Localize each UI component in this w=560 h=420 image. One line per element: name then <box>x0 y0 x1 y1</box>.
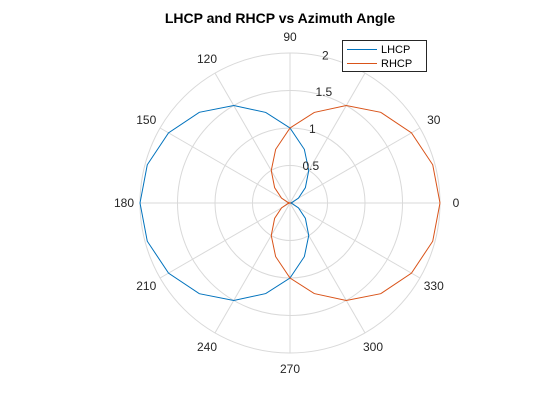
legend-entry-rhcp: RHCP <box>347 57 412 70</box>
r-tick-label: 0.5 <box>303 159 320 173</box>
theta-tick-label: 180 <box>114 196 134 210</box>
legend-swatch-rhcp <box>347 63 377 64</box>
theta-tick-label: 150 <box>136 113 156 127</box>
r-tick-label: 2 <box>322 48 329 62</box>
legend-entry-lhcp: LHCP <box>347 43 410 56</box>
spoke-210 <box>159 202 291 279</box>
legend-swatch-lhcp <box>347 49 377 50</box>
legend-label-lhcp: LHCP <box>381 43 411 56</box>
series-line-rhcp <box>270 105 441 301</box>
theta-tick-label: 120 <box>197 52 217 66</box>
r-tick-label: 1 <box>309 122 316 136</box>
theta-tick-label: 30 <box>427 113 441 127</box>
tick-labels: 03060901201501802102402703003300.511.52 <box>114 30 460 376</box>
theta-tick-label: 240 <box>197 340 217 354</box>
series-layer <box>139 105 441 301</box>
spoke-150 <box>159 127 291 204</box>
spoke-60 <box>289 72 366 204</box>
spoke-300 <box>289 202 366 334</box>
polar-grid <box>139 52 441 354</box>
theta-tick-label: 90 <box>283 30 297 44</box>
legend-label-rhcp: RHCP <box>381 57 413 70</box>
spoke-30 <box>289 127 421 204</box>
spoke-120 <box>214 72 291 204</box>
theta-tick-label: 0 <box>453 196 460 210</box>
series-line-lhcp <box>139 105 310 301</box>
theta-tick-label: 300 <box>363 340 383 354</box>
legend: LHCP RHCP <box>342 40 427 72</box>
r-tick-label: 1.5 <box>316 85 333 99</box>
theta-tick-label: 210 <box>136 279 156 293</box>
theta-tick-label: 330 <box>424 279 444 293</box>
spoke-330 <box>289 202 421 279</box>
theta-tick-label: 270 <box>280 362 300 376</box>
chart-title: LHCP and RHCP vs Azimuth Angle <box>164 10 396 26</box>
spoke-240 <box>214 202 291 334</box>
